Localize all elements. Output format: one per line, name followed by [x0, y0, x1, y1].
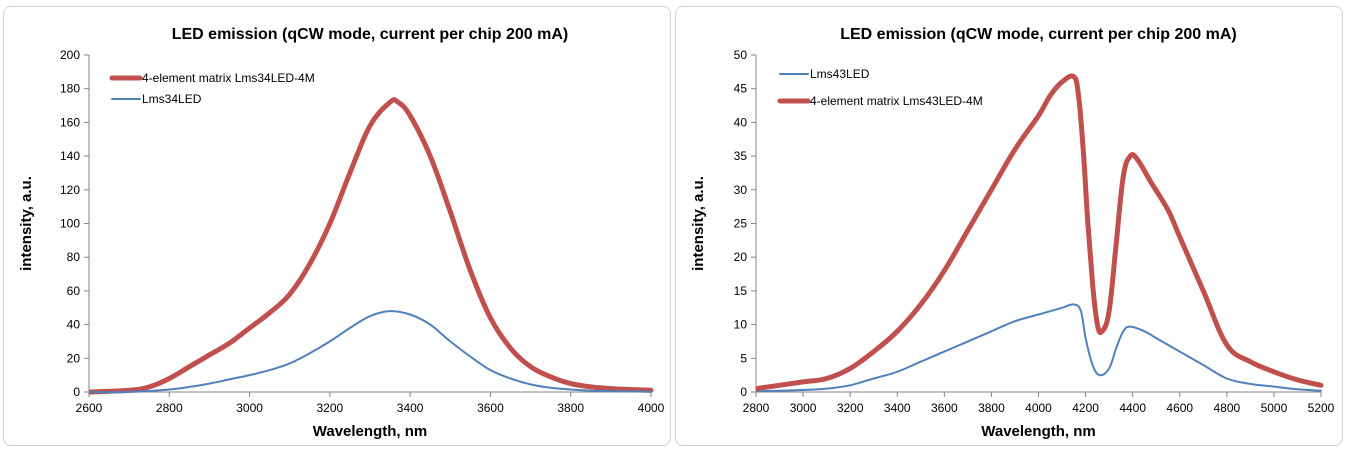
legend-label-1: Lms43LED — [810, 67, 870, 81]
x-tick-label: 4000 — [1025, 401, 1052, 415]
chart-panel-left: LED emission (qCW mode, current per chip… — [3, 6, 671, 446]
x-tick-label: 3600 — [931, 401, 958, 415]
x-tick-label: 2800 — [156, 401, 183, 415]
x-tick-label: 3600 — [477, 401, 504, 415]
y-tick-label: 5 — [740, 351, 747, 365]
x-tick-label: 3200 — [317, 401, 344, 415]
x-tick-label: 4800 — [1213, 401, 1240, 415]
x-tick-label: 3000 — [236, 401, 263, 415]
y-tick-label: 20 — [734, 250, 748, 264]
chart-title: LED emission (qCW mode, current per chip… — [172, 26, 569, 43]
chart-right: LED emission (qCW mode, current per chip… — [690, 26, 1335, 440]
x-tick-label: 3800 — [557, 401, 584, 415]
chart-left: LED emission (qCW mode, current per chip… — [18, 26, 665, 440]
y-tick-label: 60 — [67, 284, 81, 298]
x-tick-label: 2600 — [76, 401, 103, 415]
series-line-1 — [756, 303, 1322, 393]
x-tick-label: 3200 — [837, 401, 864, 415]
y-tick-label: 180 — [60, 82, 80, 96]
x-tick-label: 5200 — [1308, 401, 1335, 415]
x-tick-label: 5000 — [1261, 401, 1288, 415]
legend-label-1: 4-element matrix Lms34LED-4M — [142, 71, 315, 85]
x-tick-label: 4600 — [1166, 401, 1193, 415]
y-tick-label: 40 — [67, 318, 81, 332]
x-tick-label: 4200 — [1072, 401, 1099, 415]
y-tick-label: 120 — [60, 183, 80, 197]
y-tick-label: 0 — [740, 385, 747, 399]
x-tick-label: 3400 — [884, 401, 911, 415]
y-tick-label: 50 — [734, 48, 748, 62]
y-tick-label: 80 — [67, 250, 81, 264]
y-tick-label: 0 — [73, 385, 80, 399]
x-tick-label: 2800 — [743, 401, 770, 415]
y-axis-label: intensity, a.u. — [18, 176, 35, 271]
series-line-2 — [756, 73, 1324, 392]
x-tick-label: 3000 — [790, 401, 817, 415]
y-tick-label: 45 — [734, 82, 748, 96]
series-line-2 — [89, 310, 652, 394]
y-tick-label: 140 — [60, 149, 80, 163]
y-tick-label: 25 — [734, 217, 748, 231]
y-tick-label: 30 — [734, 183, 748, 197]
chart-title: LED emission (qCW mode, current per chip… — [840, 26, 1237, 43]
y-tick-label: 200 — [60, 48, 80, 62]
x-axis-label: Wavelength, nm — [313, 423, 427, 440]
y-tick-label: 40 — [734, 115, 748, 129]
legend-label-2: Lms34LED — [142, 92, 202, 106]
y-tick-label: 10 — [734, 318, 748, 332]
x-axis-label: Wavelength, nm — [981, 423, 1095, 440]
y-axis-label: intensity, a.u. — [690, 176, 707, 271]
x-tick-label: 4400 — [1119, 401, 1146, 415]
x-tick-label: 3800 — [978, 401, 1005, 415]
y-tick-label: 15 — [734, 284, 748, 298]
y-tick-label: 160 — [60, 115, 80, 129]
y-tick-label: 35 — [734, 149, 748, 163]
x-tick-label: 4000 — [638, 401, 665, 415]
y-tick-label: 100 — [60, 217, 80, 231]
series-line-1 — [89, 97, 654, 395]
y-tick-label: 20 — [67, 351, 81, 365]
x-tick-label: 3400 — [397, 401, 424, 415]
legend-label-2: 4-element matrix Lms43LED-4M — [810, 94, 983, 108]
chart-panel-right: LED emission (qCW mode, current per chip… — [675, 6, 1343, 446]
